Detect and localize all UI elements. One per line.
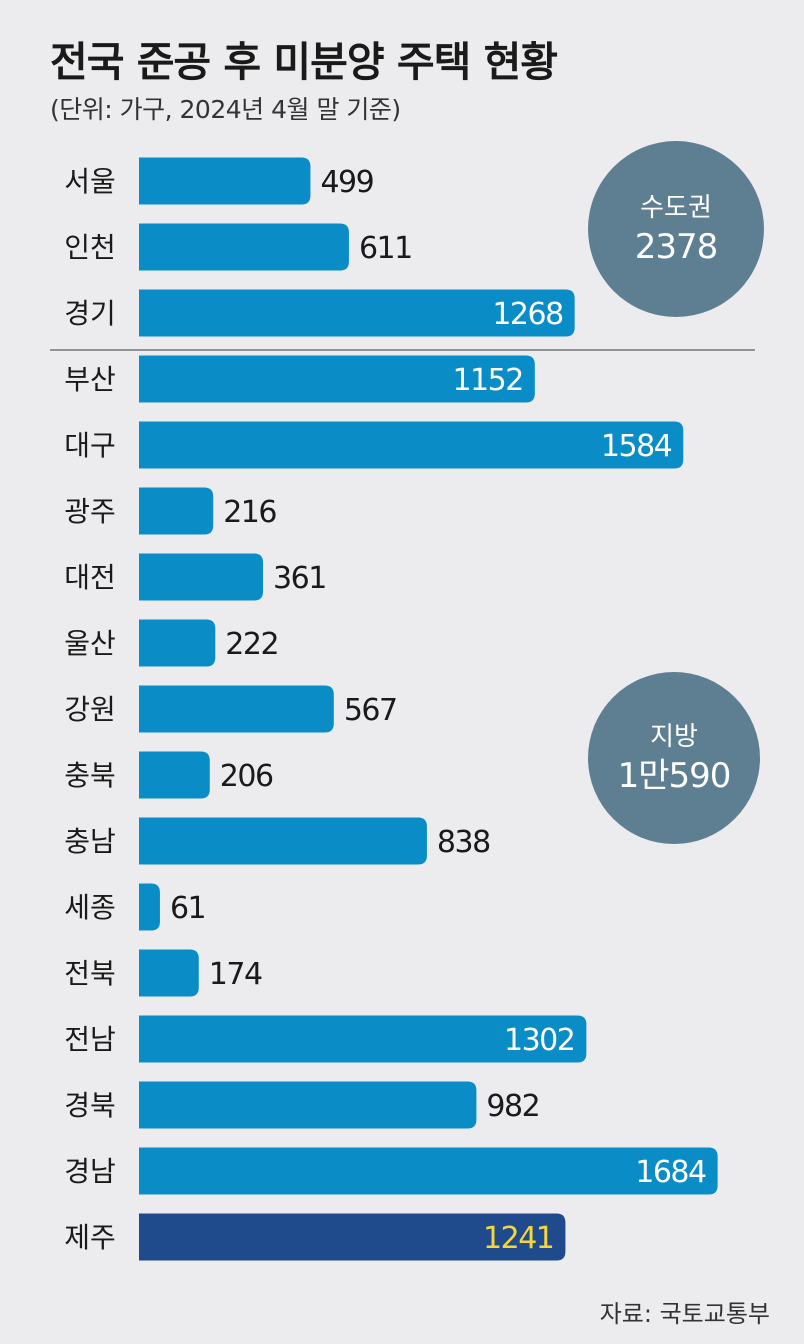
bar [139, 619, 216, 667]
value-label: 1302 [504, 1023, 574, 1058]
bar [139, 949, 199, 997]
bar [139, 157, 311, 205]
capital-region-badge: 수도권 2378 [588, 141, 764, 317]
category-label: 경북 [64, 1089, 116, 1122]
category-label: 세종 [64, 891, 116, 924]
bar [139, 421, 684, 469]
value-label: 982 [486, 1089, 539, 1124]
chart-subtitle: (단위: 가구, 2024년 4월 말 기준) [50, 95, 401, 124]
category-label: 제주 [64, 1221, 116, 1254]
value-label: 1684 [635, 1155, 706, 1190]
value-label: 206 [220, 759, 273, 794]
value-label: 174 [209, 957, 262, 992]
category-label: 울산 [64, 627, 116, 660]
source-note: 자료: 국토교통부 [599, 1300, 770, 1328]
bar [139, 1015, 587, 1063]
local-region-badge: 지방 1만590 [588, 672, 760, 844]
bar [139, 355, 535, 403]
value-label: 1152 [452, 363, 522, 398]
bar [139, 553, 264, 601]
category-label: 경남 [64, 1155, 116, 1188]
category-label: 강원 [64, 693, 116, 726]
value-label: 1241 [483, 1221, 553, 1256]
bar [139, 685, 334, 733]
bar [139, 1081, 477, 1129]
local-region-total: 1만590 [617, 756, 732, 796]
value-label: 838 [437, 825, 490, 860]
value-label: 1584 [601, 429, 672, 464]
value-label: 361 [273, 561, 326, 596]
category-label: 충남 [64, 825, 116, 858]
local-region-name: 지방 [650, 722, 698, 752]
bar [139, 817, 427, 865]
capital-region-total: 2378 [634, 227, 719, 267]
value-label: 611 [359, 231, 412, 266]
category-label: 경기 [64, 297, 116, 330]
bar [139, 289, 575, 337]
value-label: 567 [344, 693, 397, 728]
chart-title: 전국 준공 후 미분양 주택 현황 [50, 38, 558, 86]
capital-region-name: 수도권 [640, 193, 712, 223]
category-label: 대구 [64, 429, 116, 462]
bar [139, 1213, 566, 1261]
value-label: 222 [225, 627, 278, 662]
value-label: 61 [170, 891, 205, 926]
category-label: 서울 [64, 165, 116, 198]
bar [139, 883, 160, 931]
category-label: 전남 [64, 1023, 116, 1056]
bar [139, 751, 210, 799]
category-label: 대전 [64, 561, 116, 594]
value-label: 499 [320, 165, 373, 200]
category-label: 부산 [64, 363, 116, 396]
category-label: 충북 [64, 759, 116, 792]
value-label: 216 [223, 495, 276, 530]
value-label: 1268 [492, 297, 563, 332]
category-label: 광주 [64, 495, 116, 528]
bar [139, 1147, 718, 1195]
bar [139, 223, 349, 271]
category-label: 인천 [64, 231, 116, 264]
category-label: 전북 [64, 957, 116, 990]
bar [139, 487, 214, 535]
